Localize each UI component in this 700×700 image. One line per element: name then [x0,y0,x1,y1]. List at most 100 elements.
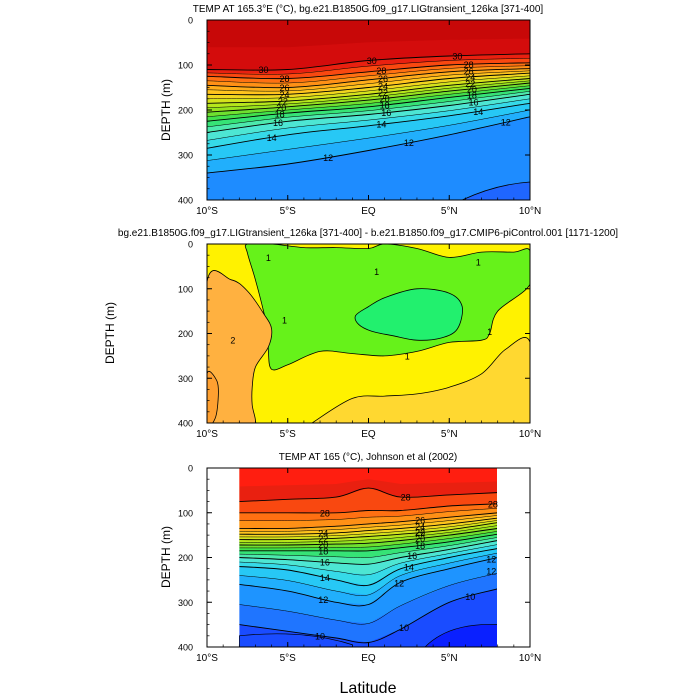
x-tick-label: 5°S [280,429,297,440]
y-tick-label: 400 [178,643,193,653]
diff-region-above-1-5-deep [297,337,530,423]
isotherm-minor [239,525,497,543]
contour-label: 24 [318,529,328,539]
isotherm-minor [239,520,497,538]
x-tick-label: 10°S [196,206,218,217]
contour-label: 1 [476,257,481,267]
isotherm-minor [207,91,530,128]
panel-1-plot [207,20,530,200]
isotherm-minor [207,109,530,161]
isotherm-20 [207,82,530,113]
x-tick-label: 10°N [519,206,541,217]
contour-label: 22 [465,79,475,89]
isotherm-minor [207,65,530,84]
contour-label: 1 [282,316,287,326]
contour-label: 26 [464,66,474,76]
y-tick-label: 100 [178,284,193,294]
panel-1-ylabel: DEPTH (m) [159,79,173,141]
contour-label: 12 [404,138,414,148]
contour-label: 18 [380,100,390,110]
x-tick-label: EQ [361,429,376,440]
contour-label: 10 [465,592,475,602]
isotherm-20 [239,528,497,546]
contour-label: 24 [280,90,290,100]
x-tick-label: 5°N [441,653,458,664]
contour-label: 12 [486,554,496,564]
panel-3-ylabel: DEPTH (m) [159,526,173,588]
isotherm-28 [207,62,530,80]
isotherm-minor [207,70,530,92]
contour-label: 10 [399,623,409,633]
isotherm-minor [239,537,497,558]
x-tick-label: 5°S [280,206,297,217]
contour-label: 26 [378,74,388,84]
x-tick-label: 5°S [280,653,297,664]
contour-label: 26 [415,527,425,537]
contour-label: 28 [376,66,386,76]
contour-label: 18 [467,90,477,100]
isotherm-12 [207,116,530,174]
x-tick-label: 5°N [441,429,458,440]
isotherm-18 [207,87,530,122]
contour-label: 16 [407,551,417,561]
contour-label: 22 [278,97,288,107]
figure-xlabel: Latitude [340,680,397,697]
isotherm-minor [207,75,530,100]
contour-label: 20 [318,540,328,550]
contour-label: 18 [318,546,328,556]
contour-label: 30 [367,56,377,66]
panel-observed-temperature: TEMP AT 165 (°C), Johnson et al (2002) 2… [159,452,541,664]
contour-label: 26 [280,83,290,93]
y-tick-label: 200 [178,329,193,339]
panel-3-plot [239,468,497,647]
contour-label: 16 [320,558,330,568]
isotherm-18 [239,533,497,552]
x-tick-label: EQ [361,206,376,217]
y-tick-label: 0 [188,240,193,250]
contour-label: 20 [380,94,390,104]
contour-label: 10 [315,631,325,641]
cold-core-east [424,624,497,647]
panel-model-temperature: TEMP AT 165.3°E (°C), bg.e21.B1850G.f09_… [159,4,543,217]
contour-label: 20 [415,534,425,544]
contour-label: 16 [273,118,283,128]
y-tick-label: 100 [178,61,193,71]
contour-label: 28 [488,500,498,510]
y-tick-label: 300 [178,598,193,608]
panel-1-axes: 10°S 5°S EQ 5°N 10°N 0 100 200 300 400 [178,16,541,218]
contour-label: 24 [415,522,425,532]
isotherm-16 [239,540,497,565]
contour-label: 20 [467,84,477,94]
contour-label: 30 [452,51,462,61]
isotherm-minor [239,508,497,521]
contour-label: 14 [376,120,386,130]
contour-label: 28 [280,74,290,84]
isotherm-24 [207,72,530,96]
isotherm-minor [239,531,497,549]
contour-label: 14 [267,133,277,143]
isotherm-26 [239,512,497,530]
isotherm-14 [207,102,530,149]
isotherm-minor [239,515,497,532]
contour-label: 18 [275,109,285,119]
panel-2-ylabel: DEPTH (m) [103,302,117,364]
contour-label: 26 [415,515,425,525]
panel-difference: bg.e21.B1850G.f09_g17.LIGtransient_126ka… [103,228,618,440]
y-tick-label: 200 [178,553,193,563]
contour-label: 22 [378,88,388,98]
contour-label: 14 [404,562,414,572]
panel-2-contour-labels: 1 1 1 1 1 1 2 [230,253,492,361]
y-tick-label: 200 [178,106,193,116]
contour-label: 28 [320,508,330,518]
y-tick-label: 0 [188,464,193,474]
isotherm-26 [207,68,530,89]
contour-label: 22 [415,528,425,538]
panel-1-title: TEMP AT 165.3°E (°C), bg.e21.B1850G.f09_… [193,4,544,15]
isotherm-minor [207,85,530,118]
isotherm-minor [239,544,497,576]
contour-label: 30 [259,65,269,75]
contour-label: 18 [415,541,425,551]
